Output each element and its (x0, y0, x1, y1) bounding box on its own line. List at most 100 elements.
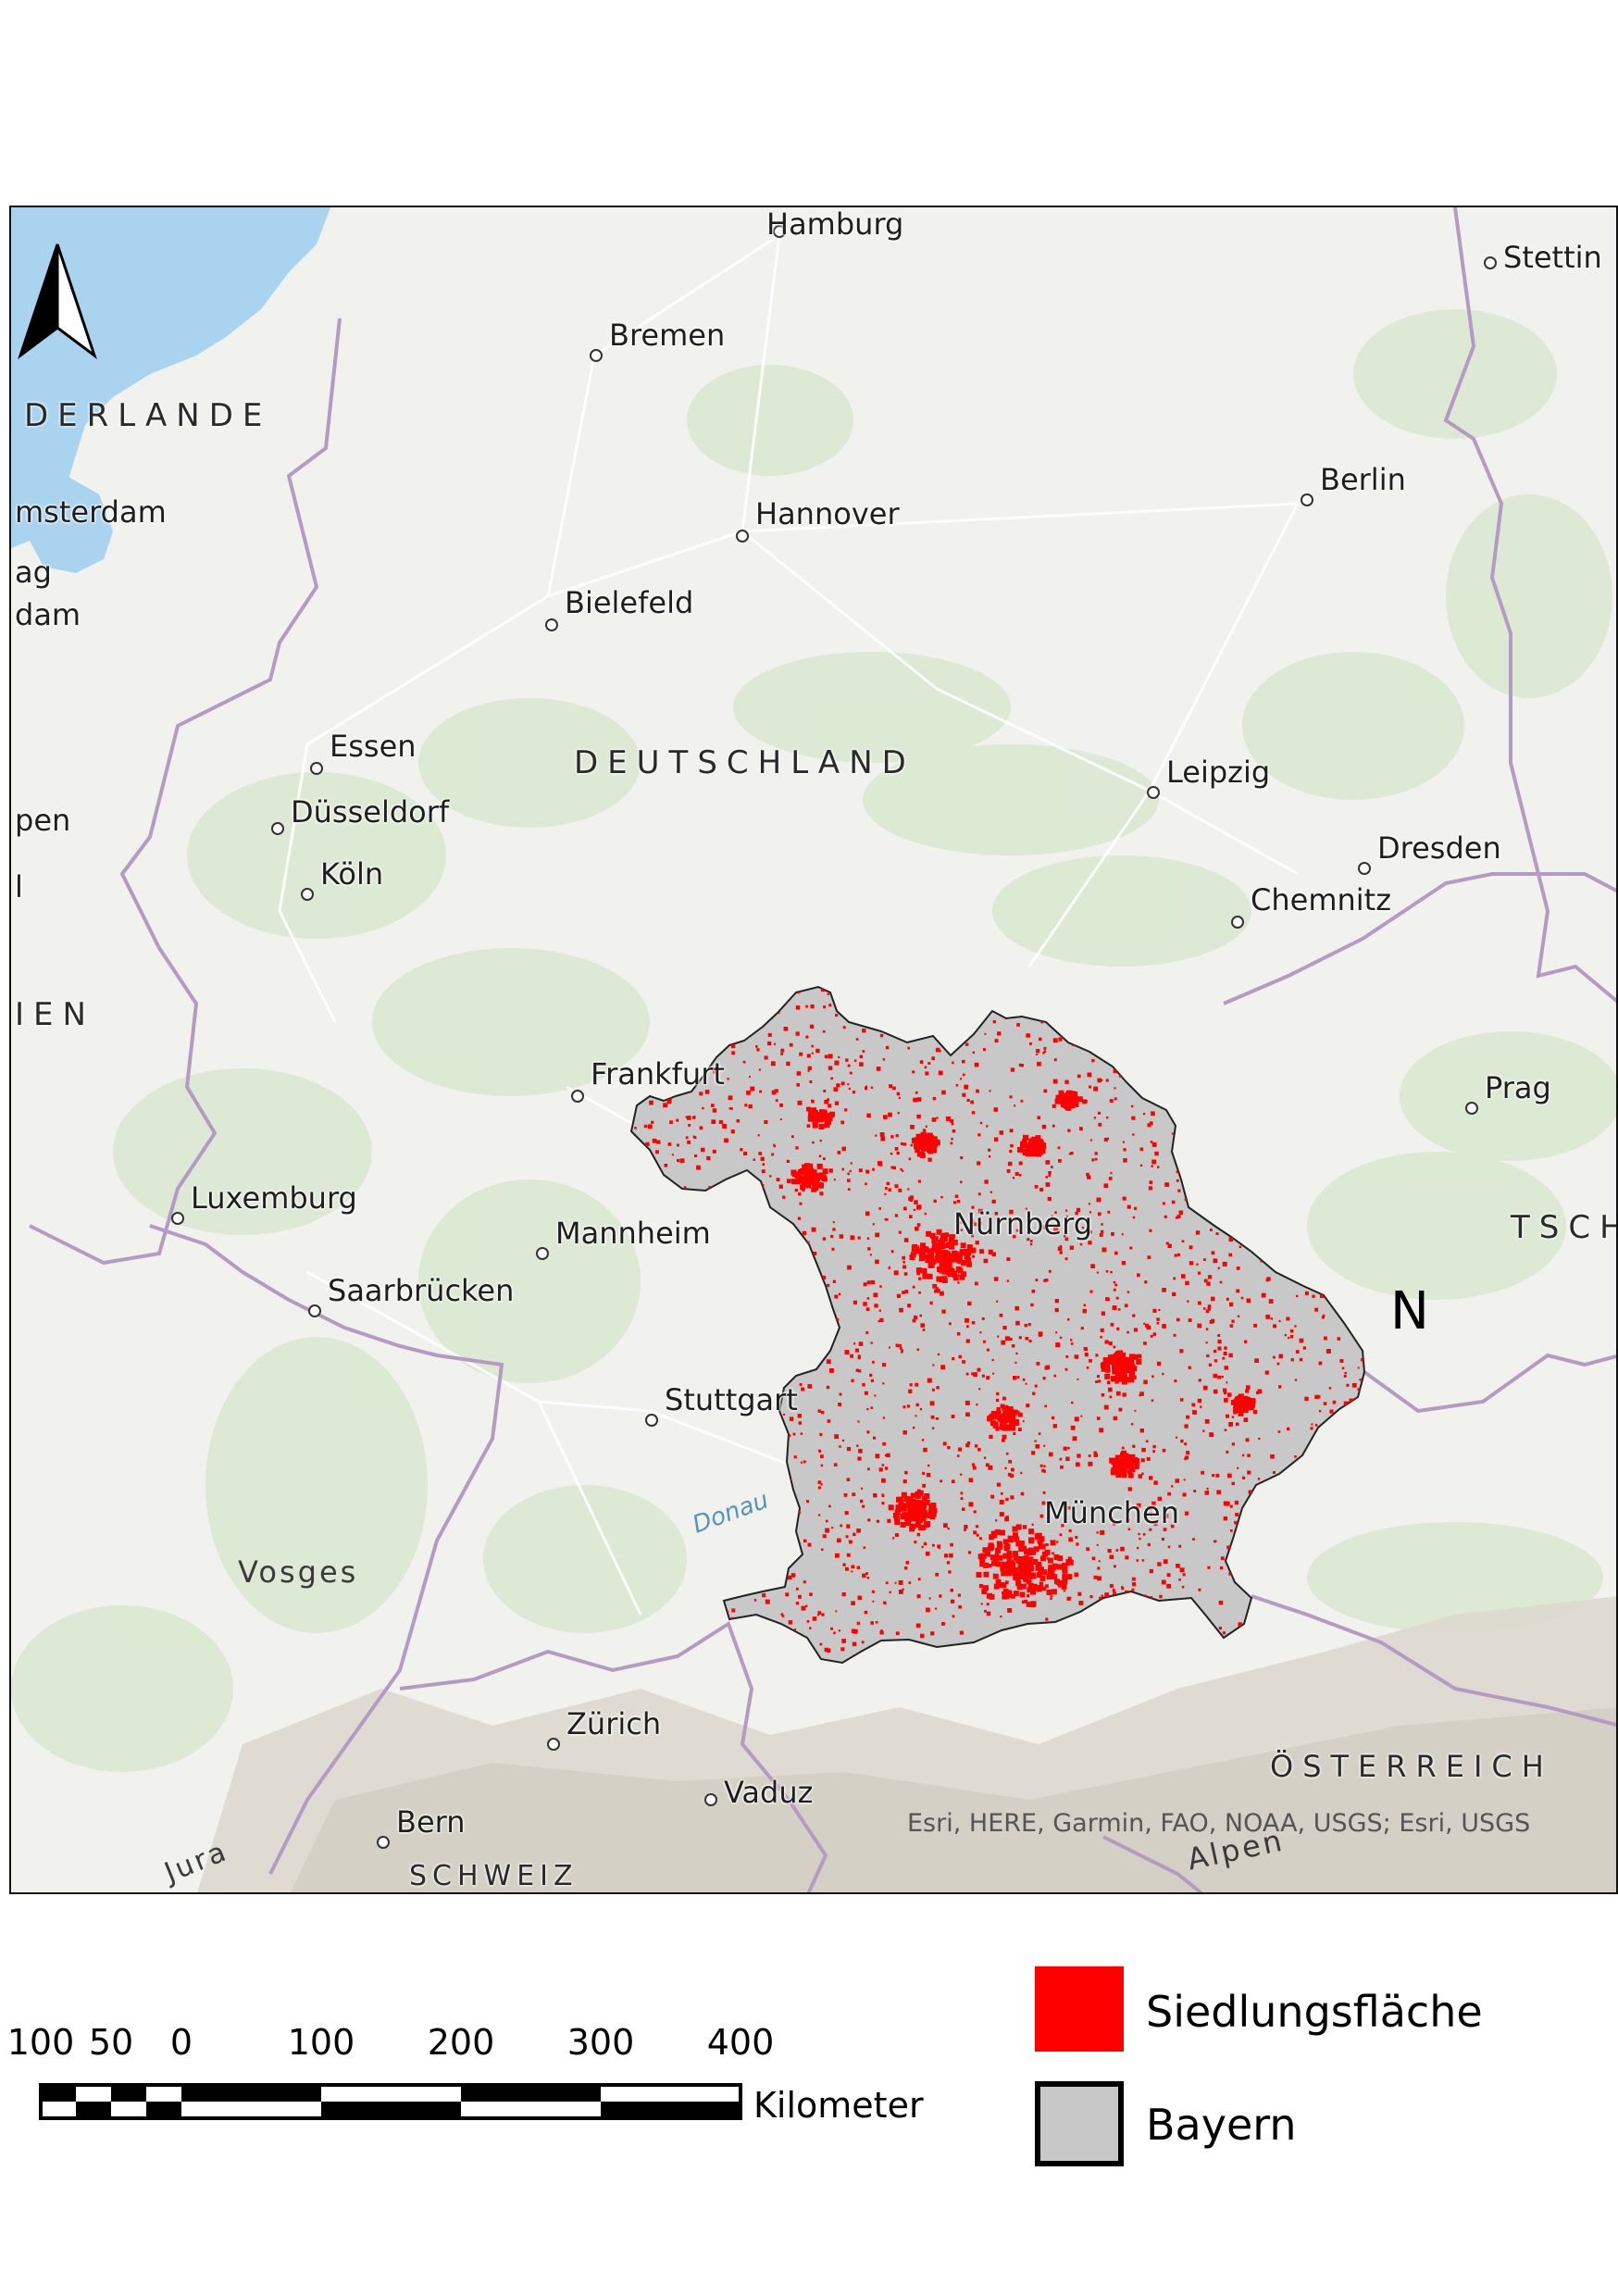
settlement-dot (792, 1501, 796, 1504)
settlement-dot (1322, 990, 1327, 994)
settlement-dot (1156, 1361, 1162, 1366)
settlement-dot (1203, 1279, 1208, 1283)
settlement-dot (1015, 1580, 1022, 1587)
settlement-dot (1115, 1472, 1122, 1479)
settlement-dot (1096, 1029, 1099, 1031)
settlement-dot (685, 1116, 688, 1118)
settlement-dot (932, 1009, 937, 1015)
city-marker[interactable] (736, 530, 749, 543)
settlement-dot (1229, 1324, 1234, 1328)
settlement-dot (900, 1504, 906, 1511)
settlement-dot (966, 1441, 971, 1445)
settlement-dot (940, 1365, 946, 1370)
settlement-dot (726, 1272, 729, 1275)
settlement-dot (742, 1456, 747, 1461)
settlement-dot (930, 1301, 933, 1304)
city-marker[interactable] (377, 1836, 390, 1849)
settlement-dot (974, 1444, 978, 1448)
settlement-dot (1361, 1358, 1364, 1362)
city-marker[interactable] (1147, 786, 1160, 799)
settlement-dot (991, 1560, 997, 1566)
settlement-dot (1237, 1466, 1239, 1469)
city-marker[interactable] (547, 1738, 560, 1751)
settlement-dot (995, 1519, 998, 1522)
settlement-dot (1305, 1129, 1310, 1134)
settlement-dot (889, 1084, 893, 1089)
settlement-dot (1074, 1572, 1079, 1578)
city-marker[interactable] (1358, 862, 1371, 875)
city-marker[interactable] (310, 762, 323, 775)
settlement-dot (1333, 1461, 1338, 1466)
settlement-dot (803, 1242, 806, 1246)
settlement-dot (701, 1559, 703, 1562)
city-marker[interactable] (271, 822, 284, 835)
city-marker[interactable] (536, 1247, 549, 1260)
settlement-dot (1217, 1346, 1222, 1351)
settlement-dot (765, 1227, 770, 1231)
settlement-dot (925, 1521, 930, 1527)
settlement-dot (1126, 1291, 1130, 1293)
settlement-dot (866, 1577, 869, 1579)
settlement-dot (931, 1056, 935, 1060)
city-marker[interactable] (1301, 493, 1313, 506)
settlement-dot (997, 1031, 1002, 1036)
settlement-dot (915, 1382, 919, 1387)
city-marker[interactable] (704, 1793, 717, 1806)
settlement-dot (685, 1136, 689, 1140)
settlement-dot (1293, 1125, 1297, 1129)
settlement-dot (1143, 1341, 1147, 1345)
settlement-dot (1203, 1057, 1208, 1062)
settlement-dot (881, 1478, 886, 1483)
map-frame[interactable]: Hamburg Stettin Bremen msterdam Hannover Berl… (9, 206, 1618, 1894)
settlement-dot (1213, 1389, 1218, 1394)
settlement-dot (988, 1545, 994, 1552)
city-marker[interactable] (571, 1090, 584, 1103)
city-label: Hamburg (766, 206, 904, 242)
settlement-dot (1211, 1318, 1215, 1323)
settlement-dot (1041, 1644, 1046, 1649)
settlement-dot (1054, 1211, 1057, 1214)
settlement-dot (894, 1519, 901, 1526)
settlement-dot (1102, 1630, 1109, 1637)
settlement-dot (1092, 1620, 1099, 1627)
city-marker[interactable] (773, 225, 786, 238)
settlement-dot (1266, 1608, 1272, 1614)
settlement-dot (886, 1181, 890, 1186)
settlement-dot (1053, 1058, 1057, 1062)
city-marker[interactable] (590, 349, 603, 362)
settlement-dot (915, 1664, 917, 1666)
city-marker[interactable] (1465, 1102, 1478, 1115)
city-marker[interactable] (1484, 256, 1497, 269)
settlement-dot (1286, 1065, 1288, 1067)
settlement-dot (1318, 1361, 1323, 1366)
settlement-dot (1171, 1132, 1174, 1135)
settlement-dot (1032, 1391, 1036, 1395)
settlement-dot (1147, 1542, 1151, 1547)
city-marker[interactable] (545, 618, 558, 631)
settlement-dot (1121, 1374, 1127, 1380)
city-marker[interactable] (171, 1212, 184, 1225)
settlement-dot (1075, 1536, 1078, 1540)
settlement-dot (1112, 1626, 1118, 1632)
settlement-dot (866, 1408, 869, 1411)
city-marker[interactable] (301, 888, 314, 901)
settlement-dot (886, 1453, 890, 1458)
city-marker[interactable] (308, 1304, 321, 1317)
settlement-dot (820, 1464, 824, 1467)
settlement-dot (939, 1035, 943, 1041)
settlement-dot (1332, 1117, 1336, 1121)
settlement-dot (653, 1048, 656, 1052)
city-marker[interactable] (1231, 916, 1244, 929)
settlement-dot (1094, 1019, 1100, 1025)
settlement-dot (903, 1272, 908, 1276)
settlement-dot (820, 987, 826, 992)
settlement-dot (1033, 1637, 1037, 1640)
settlement-dot (704, 1266, 708, 1268)
settlement-dot (996, 1541, 1002, 1547)
settlement-dot (1211, 1296, 1215, 1302)
city-marker[interactable] (645, 1414, 658, 1427)
settlement-dot (1337, 1337, 1341, 1341)
settlement-dot (1052, 1424, 1057, 1429)
settlement-dot (962, 1092, 966, 1097)
settlement-dot (1207, 1212, 1212, 1217)
